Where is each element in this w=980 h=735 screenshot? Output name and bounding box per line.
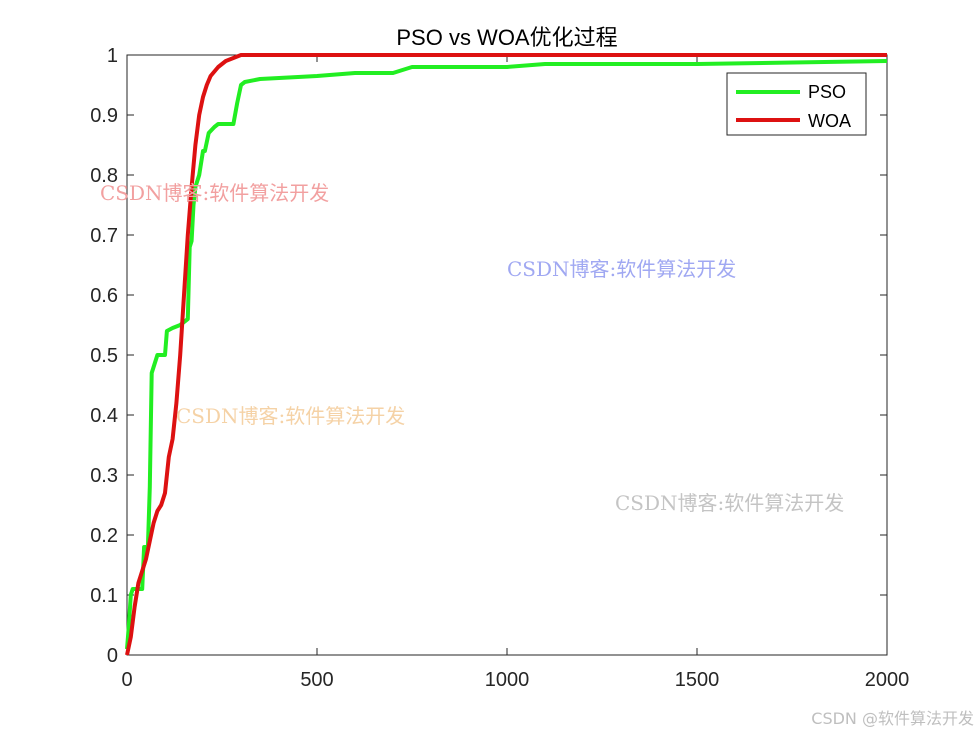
x-tick-label: 0: [121, 669, 132, 691]
x-tick-label: 1000: [485, 669, 530, 691]
legend-label-pso: PSO: [808, 82, 846, 102]
x-tick-label: 500: [300, 669, 333, 691]
y-axis: 0 0.1 0.2 0.3 0.4 0.5 0.6 0.7 0.8 0.9 1: [90, 45, 887, 667]
chart-title: PSO vs WOA优化过程: [396, 25, 617, 50]
x-tick-label: 1500: [675, 669, 720, 691]
watermark-4: CSDN博客:软件算法开发: [615, 491, 844, 515]
y-tick-label: 0.9: [90, 105, 118, 127]
y-tick-label: 0.8: [90, 165, 118, 187]
y-tick-label: 0.4: [90, 405, 118, 427]
y-tick-label: 0.7: [90, 225, 118, 247]
legend-label-woa: WOA: [808, 111, 851, 131]
watermark-layer: CSDN博客:软件算法开发 CSDN博客:软件算法开发 CSDN博客:软件算法开…: [100, 181, 844, 515]
y-tick-label: 1: [107, 45, 118, 67]
legend: PSO WOA: [726, 72, 867, 136]
watermark-2: CSDN博客:软件算法开发: [507, 257, 736, 281]
plot-frame: [126, 54, 888, 656]
x-axis: 0 500 1000 1500 2000: [121, 55, 909, 691]
y-tick-label: 0.1: [90, 585, 118, 607]
x-tick-label: 2000: [865, 669, 910, 691]
watermark-1: CSDN博客:软件算法开发: [100, 181, 329, 205]
series-line-woa: [125, 53, 887, 656]
footer-watermark: CSDN @软件算法开发: [811, 709, 974, 728]
y-tick-label: 0: [107, 645, 118, 667]
y-tick-label: 0.2: [90, 525, 118, 547]
series-layer: [125, 53, 888, 656]
y-tick-label: 0.6: [90, 285, 118, 307]
y-tick-label: 0.5: [90, 345, 118, 367]
watermark-3: CSDN博客:软件算法开发: [176, 404, 405, 428]
legend-box: [726, 72, 867, 136]
y-tick-label: 0.3: [90, 465, 118, 487]
